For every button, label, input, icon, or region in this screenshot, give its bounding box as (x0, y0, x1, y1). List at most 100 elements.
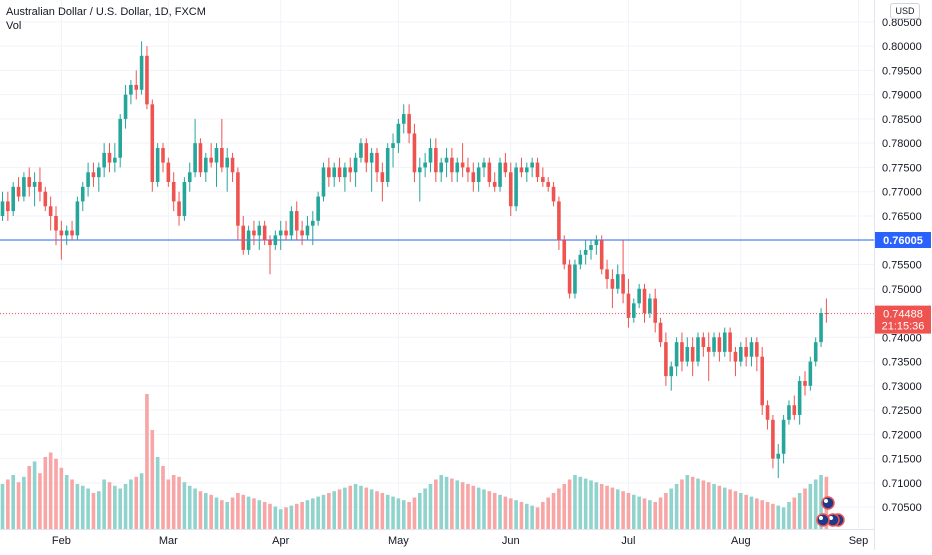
volume-bar (359, 485, 363, 529)
candle-body (75, 201, 80, 236)
volume-label[interactable]: Vol (6, 20, 22, 32)
volume-bar (546, 497, 550, 529)
candle-body (487, 162, 492, 182)
volume-bar (134, 476, 139, 529)
candle-body (813, 342, 818, 362)
price-tick-label: 0.71500 (882, 454, 922, 466)
candle-body (348, 167, 353, 173)
volume-bar (797, 493, 802, 529)
candle-body (492, 181, 497, 187)
candle-body (359, 143, 363, 158)
candle-body (113, 157, 117, 163)
volume-bar (583, 478, 588, 529)
time-tick-label: Mar (159, 535, 178, 547)
price-tick-label: 0.70500 (882, 502, 922, 514)
candle-body (444, 157, 449, 163)
candle-body (599, 240, 604, 270)
symbol-title[interactable]: Australian Dollar / U.S. Dollar, 1D, FXC… (6, 6, 206, 18)
candle-body (316, 196, 320, 221)
volume-bar (348, 485, 353, 529)
candle-body (594, 240, 599, 246)
price-tick-label: 0.73000 (882, 381, 922, 393)
volume-bar (594, 482, 599, 529)
volume-bar (599, 484, 604, 529)
economic-event-icon[interactable] (816, 513, 830, 527)
candle-body (278, 230, 283, 236)
economic-event-icon[interactable] (821, 496, 835, 510)
candle-body (744, 347, 748, 357)
candle-body (6, 201, 10, 212)
time-tick-label: May (388, 535, 409, 547)
price-axis-border (874, 0, 875, 550)
volume-bar (145, 394, 149, 529)
price-tick-label: 0.80000 (882, 41, 922, 53)
volume-bar (300, 502, 304, 529)
candle-body (86, 172, 90, 187)
volume-bar (744, 494, 748, 529)
time-tick-label: Aug (731, 535, 751, 547)
hline-price-tag (875, 231, 931, 248)
volume-bar (64, 475, 69, 529)
volume-bar (808, 484, 813, 529)
candle-body (728, 332, 732, 352)
volume-bar (722, 487, 727, 529)
time-axis-border (0, 529, 874, 530)
volume-bar (391, 496, 395, 529)
candle-body (781, 419, 786, 454)
candle-body (343, 167, 347, 178)
candle-body (508, 172, 513, 207)
volume-bar (182, 482, 187, 529)
candle-body (824, 313, 829, 315)
price-tick-label: 0.79500 (882, 65, 922, 77)
volume-bar (278, 509, 283, 529)
candle-body (11, 186, 15, 212)
volume-bar (161, 466, 165, 529)
candle-body (765, 405, 770, 420)
candle-body (385, 148, 390, 182)
candle-body (16, 186, 21, 197)
volume-bar (311, 498, 315, 529)
volume-bar (450, 478, 454, 529)
candle-body (551, 186, 556, 202)
candle-body (97, 167, 101, 178)
current-price-label: 0.74488 (883, 309, 923, 321)
volume-bar (380, 493, 385, 529)
volume-bar (241, 494, 246, 529)
time-tick-label: Apr (272, 535, 289, 547)
price-tick-label: 0.78500 (882, 114, 922, 126)
volume-bar (107, 482, 112, 529)
candle-body (391, 143, 395, 149)
candle-body (321, 167, 326, 197)
volume-bar (385, 494, 390, 529)
volume-bar (482, 489, 486, 529)
volume-bar (610, 487, 615, 529)
volume-bar (444, 476, 449, 529)
candle-body (236, 172, 240, 226)
candle-body (787, 405, 791, 420)
volume-bar (418, 493, 422, 529)
volume-bar (706, 482, 711, 529)
price-tick-label: 0.77000 (882, 187, 922, 199)
volume-bar (91, 493, 96, 529)
candle-body (401, 114, 406, 124)
candle-body (262, 225, 267, 241)
volume-bar (664, 493, 668, 529)
volume-bar (648, 500, 652, 529)
candle-body (102, 152, 106, 168)
volume-bar (321, 494, 326, 529)
volume-bar (209, 494, 213, 529)
candle-body (70, 230, 74, 236)
candle-body (380, 172, 385, 182)
volume-bar (466, 484, 470, 529)
candle-body (305, 225, 310, 236)
candle-body (327, 167, 331, 178)
currency-button[interactable]: USD (890, 3, 920, 19)
candle-body (439, 162, 443, 173)
volume-bar (803, 488, 807, 529)
volume-bar (257, 500, 262, 529)
candle-body (0, 201, 5, 216)
candle-body (145, 55, 149, 105)
volume-bar (712, 484, 716, 529)
